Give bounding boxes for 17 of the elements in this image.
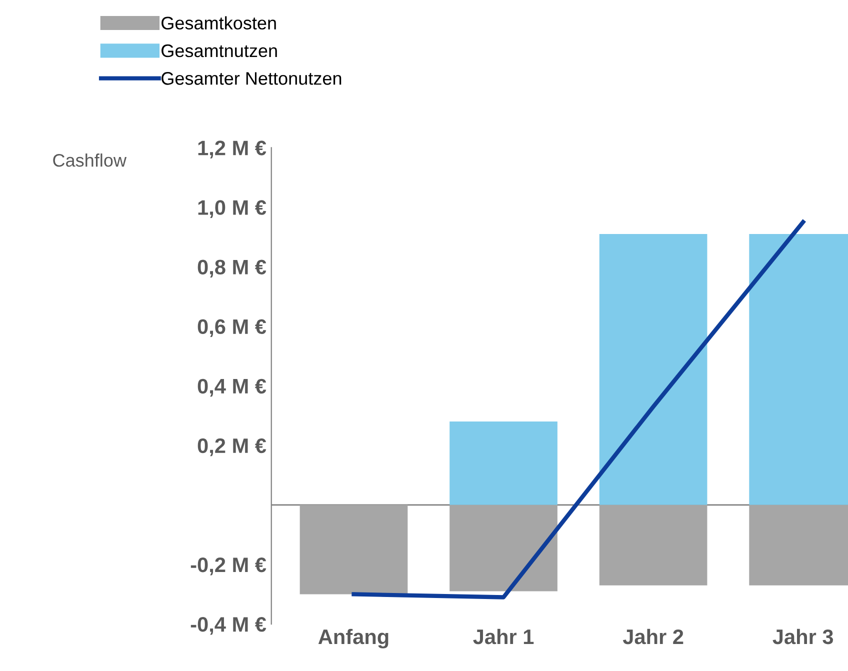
y-tick-label: 1,2 M € — [198, 140, 266, 158]
legend-label: Gesamter Nettonutzen — [162, 72, 342, 85]
x-tick-label: Jahr 3 — [772, 628, 834, 644]
y-tick-label: -0,4 M € — [190, 617, 266, 635]
x-tick-label: Anfang — [318, 628, 388, 648]
y-tick-label: 1,0 M € — [198, 200, 266, 218]
y-axis-title: Cashflow — [53, 153, 127, 167]
y-tick-label: 0,2 M € — [198, 438, 266, 456]
y-tick-label: 0,8 M € — [198, 260, 266, 278]
y-tick-label: 0,6 M € — [198, 319, 266, 338]
legend-label: Gesamtkosten — [162, 16, 276, 30]
y-tick-label: 0,4 M € — [198, 378, 266, 397]
legend-label: Gesamtnutzen — [162, 44, 277, 58]
line-series — [352, 220, 806, 600]
y-tick-label: -0,2 M € — [190, 557, 266, 576]
x-tick-label: Jahr 2 — [622, 628, 684, 644]
x-tick-label: Jahr 1 — [473, 628, 534, 644]
